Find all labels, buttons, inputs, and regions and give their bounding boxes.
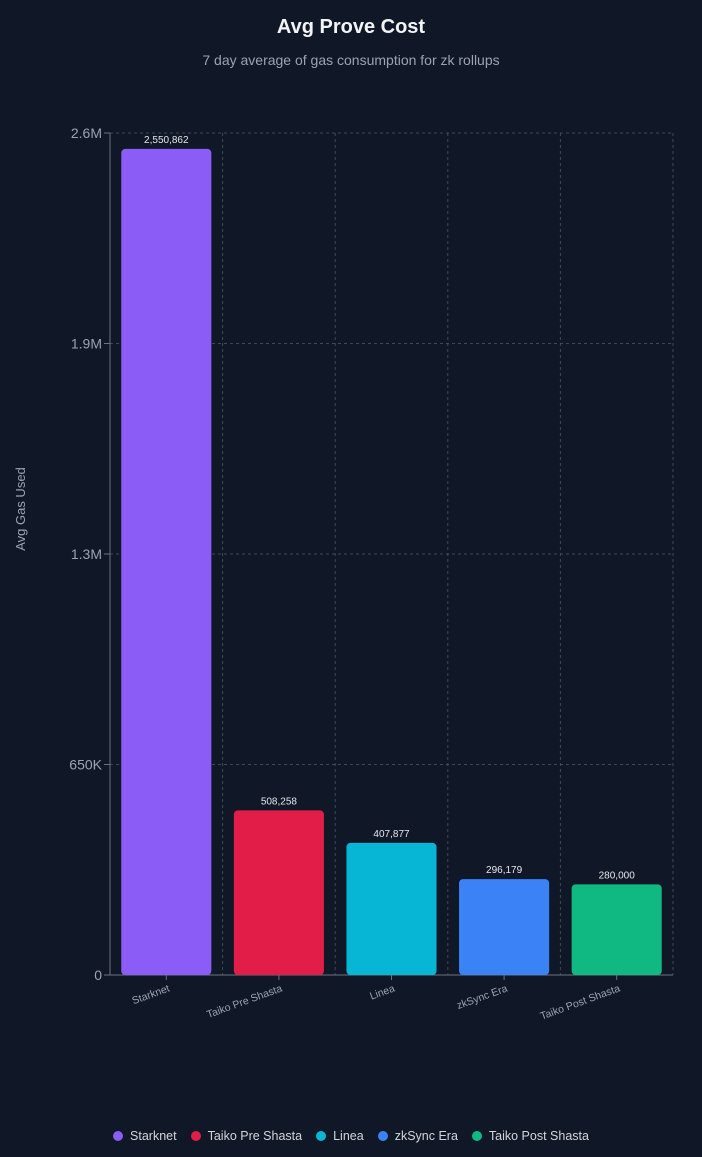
bar-chart: 0 650K 1.3M 1.9M 2.6M Avg Gas Used 2,550,862 St… xyxy=(13,125,674,1023)
legend-swatch xyxy=(377,1131,388,1141)
legend-item[interactable]: zkSync Era xyxy=(377,1129,458,1143)
bar-linea[interactable] xyxy=(346,842,437,975)
x-tick-label: Taiko Post Shasta xyxy=(539,982,622,1022)
y-tick-label: 2.6M xyxy=(71,125,102,141)
legend-item[interactable]: Starknet xyxy=(113,1129,177,1143)
bar-value-label: 280,000 xyxy=(599,870,636,881)
bar-starknet[interactable] xyxy=(121,148,212,975)
legend-label: Taiko Pre Shasta xyxy=(207,1129,303,1143)
bar-value-label: 508,258 xyxy=(261,796,298,807)
bar-value-label: 2,550,862 xyxy=(144,135,189,146)
bar-value-label: 407,877 xyxy=(373,829,410,840)
legend-item[interactable]: Taiko Pre Shasta xyxy=(190,1129,303,1143)
bar-taiko-pre-shasta[interactable] xyxy=(233,810,324,975)
y-tick-label: 1.9M xyxy=(71,336,102,352)
x-tick-label: Taiko Pre Shasta xyxy=(205,982,284,1020)
bar-zksync-era[interactable] xyxy=(459,879,550,975)
y-tick-label: 650K xyxy=(69,757,102,773)
legend-swatch xyxy=(316,1131,327,1141)
y-tick-label: 0 xyxy=(94,967,102,983)
legend-label: Starknet xyxy=(130,1129,177,1143)
legend-swatch xyxy=(190,1131,201,1141)
y-axis-title: Avg Gas Used xyxy=(13,467,28,551)
chart-subtitle: 7 day average of gas consumption for zk … xyxy=(202,52,500,68)
bar-value-label: 296,179 xyxy=(486,865,523,876)
x-tick-label: zkSync Era xyxy=(455,982,509,1011)
y-tick-label: 1.3M xyxy=(71,546,102,562)
x-tick-label: Starknet xyxy=(130,983,171,1008)
x-tick-label: Linea xyxy=(368,982,396,1002)
legend-item[interactable]: Taiko Post Shasta xyxy=(471,1129,589,1143)
chart-title: Avg Prove Cost xyxy=(276,16,426,38)
legend-swatch xyxy=(471,1131,482,1141)
bar-taiko-post-shasta[interactable] xyxy=(571,884,662,975)
chart-legend: Starknet Taiko Pre Shasta Linea zkSync Era T… xyxy=(0,1129,702,1143)
legend-swatch xyxy=(113,1131,124,1141)
legend-item[interactable]: Linea xyxy=(316,1129,364,1143)
legend-label: zkSync Era xyxy=(394,1129,458,1143)
legend-label: Taiko Post Shasta xyxy=(488,1129,589,1143)
legend-label: Linea xyxy=(333,1129,364,1143)
